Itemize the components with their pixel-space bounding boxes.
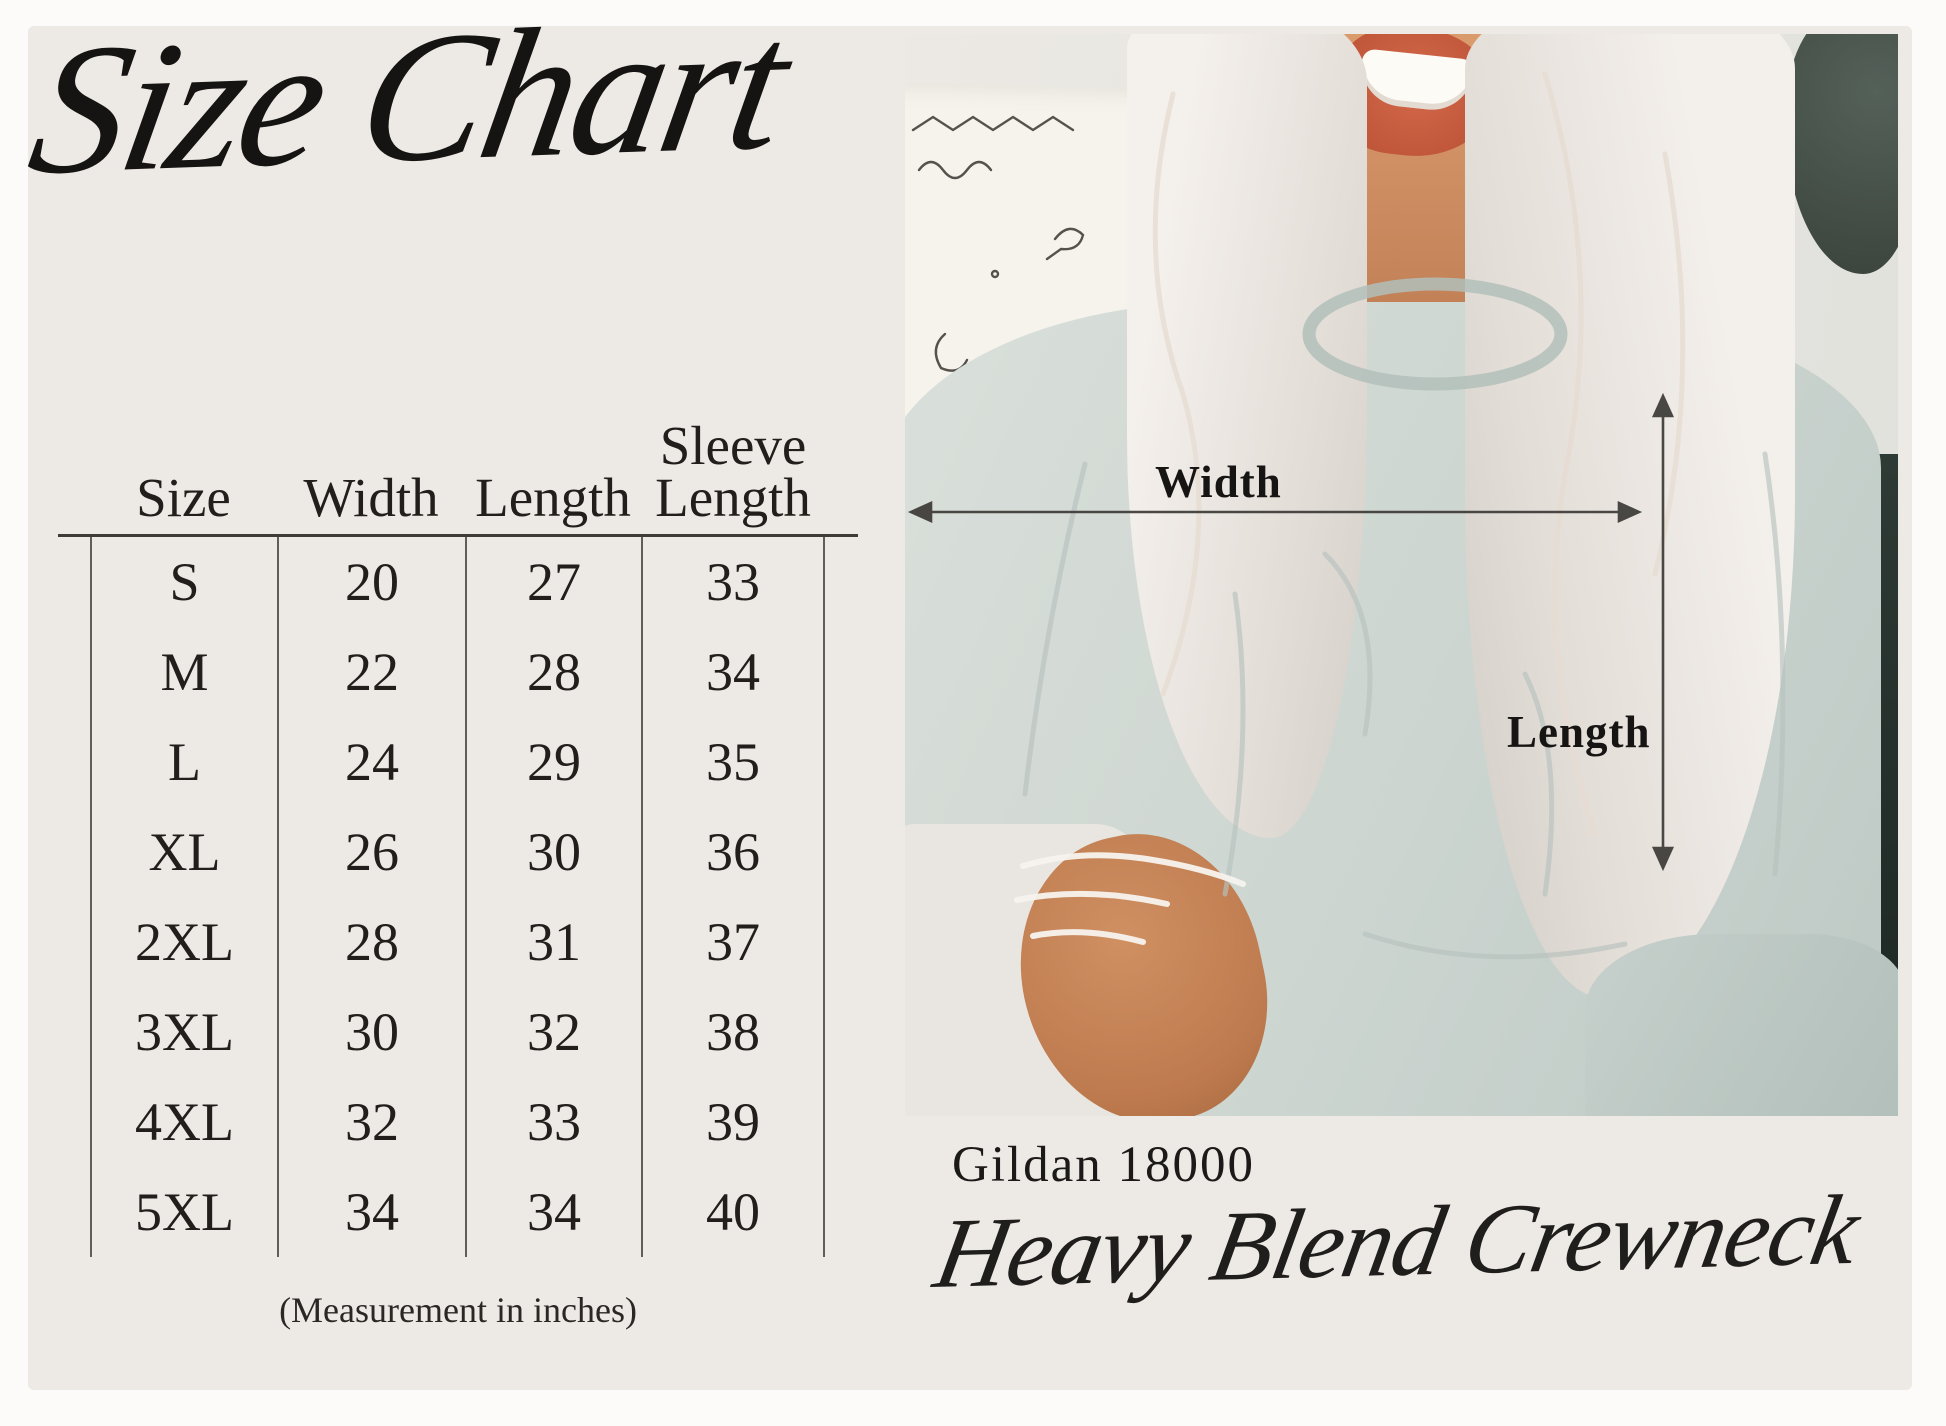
size-table: Size Width Length Sleeve Length S 20 27 … — [58, 408, 858, 1331]
table-cell: 29 — [465, 717, 641, 807]
table-cell: L — [90, 717, 277, 807]
table-cell: 26 — [277, 807, 465, 897]
product-model: Gildan 18000 — [952, 1137, 1256, 1193]
page-title: Size Chart — [17, 0, 800, 214]
table-cell: 31 — [465, 897, 641, 987]
table-cell: 5XL — [90, 1167, 277, 1257]
table-cell: 30 — [277, 987, 465, 1077]
table-cell: 34 — [465, 1167, 641, 1257]
table-cell: 30 — [465, 807, 641, 897]
table-cell: 27 — [465, 537, 641, 627]
table-cell: 34 — [641, 627, 825, 717]
teeth-graphic — [1357, 48, 1475, 114]
header-length: Length — [475, 466, 631, 528]
table-cell: 2XL — [90, 897, 277, 987]
table-cell: 28 — [465, 627, 641, 717]
width-annotation-label: Width — [1155, 457, 1282, 507]
header-width: Width — [303, 466, 439, 528]
table-cell: S — [90, 537, 277, 627]
table-cell: 37 — [641, 897, 825, 987]
header-sleeve-length: Sleeve Length — [655, 414, 811, 528]
table-cell: 32 — [277, 1077, 465, 1167]
table-cell: M — [90, 627, 277, 717]
table-cell: 40 — [641, 1167, 825, 1257]
table-cell: 39 — [641, 1077, 825, 1167]
table-cell: 35 — [641, 717, 825, 807]
measurement-note: (Measurement in inches) — [279, 1290, 637, 1330]
size-table-header: Size Width Length Sleeve Length — [90, 408, 858, 534]
table-cell: XL — [90, 807, 277, 897]
table-cell: 4XL — [90, 1077, 277, 1167]
table-cell: 36 — [641, 807, 825, 897]
table-cell: 33 — [641, 537, 825, 627]
length-annotation-label: Length — [1507, 707, 1651, 757]
table-cell: 33 — [465, 1077, 641, 1167]
table-cell: 3XL — [90, 987, 277, 1077]
size-table-body: S 20 27 33 M 22 28 34 L 24 29 35 XL 26 3… — [90, 537, 858, 1257]
table-cell: 28 — [277, 897, 465, 987]
product-photo: Width Length — [905, 34, 1898, 1116]
header-size: Size — [136, 466, 231, 528]
table-cell: 22 — [277, 627, 465, 717]
table-cell: 20 — [277, 537, 465, 627]
sleeve-cuff-graphic — [1585, 934, 1898, 1116]
plant-graphic — [1785, 34, 1898, 274]
table-cell: 32 — [465, 987, 641, 1077]
table-cell: 38 — [641, 987, 825, 1077]
table-cell: 24 — [277, 717, 465, 807]
table-top-rule — [58, 534, 858, 537]
product-name: Heavy Blend Crewneck — [926, 1174, 1868, 1309]
table-cell: 34 — [277, 1167, 465, 1257]
